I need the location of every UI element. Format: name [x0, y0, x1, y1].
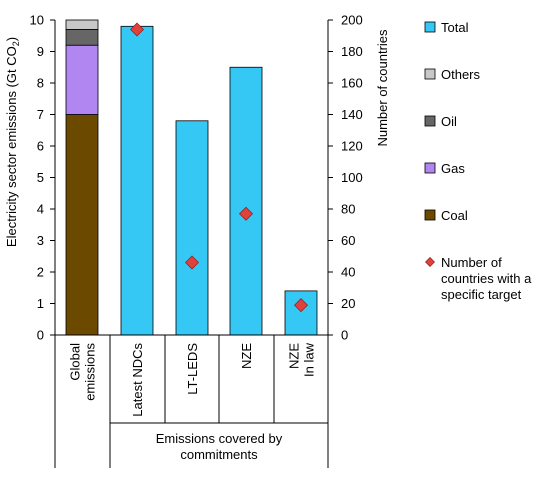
right-tick-label: 20 — [341, 296, 355, 311]
right-tick-label: 0 — [341, 328, 348, 343]
left-tick-label: 8 — [37, 76, 44, 91]
country-marker — [185, 255, 199, 270]
right-tick-label: 40 — [341, 265, 355, 280]
country-marker — [294, 298, 308, 313]
category-label: In law — [302, 342, 317, 377]
left-tick-label: 5 — [37, 170, 44, 185]
bar-segment-gas — [65, 44, 99, 115]
country-marker — [239, 206, 253, 221]
country-marker — [130, 22, 144, 37]
category-labels: Global emissions Latest NDCs LT-LEDS NZE NZE I… — [68, 342, 317, 462]
bar-segment-oil — [65, 29, 99, 46]
legend-label-total: Total — [441, 20, 469, 35]
legend-label-countries: Number of — [441, 255, 502, 270]
right-axis-ticks: 0 20 40 60 80 100 120 140 160 180 200 — [328, 13, 363, 343]
left-tick-label: 6 — [37, 139, 44, 154]
legend-label-countries: countries with a — [441, 271, 532, 286]
left-tick-label: 10 — [30, 13, 44, 28]
legend-label-gas: Gas — [441, 161, 465, 176]
bar-segment-coal — [65, 114, 99, 336]
bar-total — [120, 25, 154, 336]
category-label: Global — [68, 343, 83, 381]
left-tick-label: 4 — [37, 202, 44, 217]
group-label: commitments — [180, 447, 258, 462]
right-axis-title: Number of countries — [375, 29, 390, 147]
category-label: LT-LEDS — [185, 343, 200, 395]
right-tick-label: 60 — [341, 233, 355, 248]
legend-swatch-oil — [424, 115, 436, 127]
category-label: NZE — [239, 343, 254, 369]
right-tick-label: 100 — [341, 170, 363, 185]
left-axis-title-main: Electricity sector emissions (Gt CO — [4, 46, 19, 247]
left-tick-label: 9 — [37, 44, 44, 59]
country-markers — [130, 22, 308, 313]
legend-label-countries: specific target — [441, 287, 522, 302]
left-axis-title: Electricity sector emissions (Gt CO2) — [4, 37, 21, 247]
legend-swatch-others — [424, 68, 436, 80]
bar-segment-others — [65, 19, 99, 30]
bar-total — [175, 120, 209, 336]
left-tick-label: 7 — [37, 107, 44, 122]
axes — [54, 20, 329, 468]
right-tick-label: 180 — [341, 44, 363, 59]
left-tick-label: 0 — [37, 328, 44, 343]
legend-label-coal: Coal — [441, 208, 468, 223]
category-label: Latest NDCs — [130, 343, 145, 417]
left-tick-label: 3 — [37, 233, 44, 248]
bars — [65, 19, 318, 336]
bar-total — [284, 290, 318, 336]
left-tick-label: 2 — [37, 265, 44, 280]
legend: Total Others Oil Gas Coal Number ofcountries … — [424, 20, 532, 302]
legend-swatch-gas — [424, 162, 436, 174]
left-axis-ticks: 0 1 2 3 4 5 6 7 8 9 10 — [30, 13, 55, 343]
legend-swatch-total — [424, 21, 436, 33]
right-tick-label: 140 — [341, 107, 363, 122]
bar-total — [229, 66, 263, 336]
right-tick-label: 160 — [341, 76, 363, 91]
legend-marker-countries — [425, 257, 435, 267]
category-label: NZE — [287, 343, 302, 369]
group-label: Emissions covered by — [156, 431, 283, 446]
legend-label-others: Others — [441, 67, 481, 82]
right-tick-label: 80 — [341, 202, 355, 217]
category-label: emissions — [83, 343, 98, 401]
right-tick-label: 200 — [341, 13, 363, 28]
right-tick-label: 120 — [341, 139, 363, 154]
left-axis-title-sub: 2 — [11, 41, 21, 46]
legend-label-oil: Oil — [441, 114, 457, 129]
legend-swatch-coal — [424, 209, 436, 221]
left-axis-title-end: ) — [4, 37, 19, 41]
left-tick-label: 1 — [37, 296, 44, 311]
